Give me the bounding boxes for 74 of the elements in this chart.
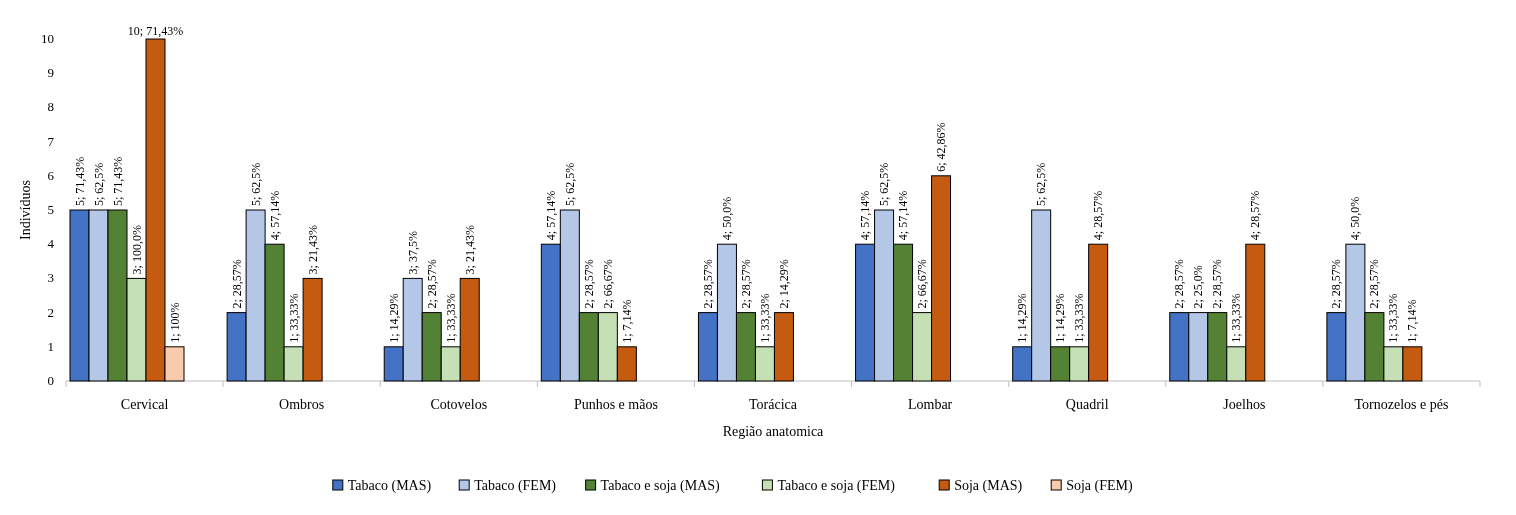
x-tick-label: Punhos e mãos [573, 397, 658, 412]
data-label: 1; 33,33% [286, 293, 301, 343]
data-label: 10; 71,43% [127, 24, 184, 38]
data-label: 4; 57,14% [896, 190, 911, 241]
data-label: 1; 14,29% [1053, 293, 1068, 343]
data-label: 3; 37,5% [405, 231, 420, 275]
data-label: 2; 28,57% [424, 259, 439, 309]
data-label: 4; 57,14% [858, 190, 873, 241]
data-label: 1; 33,33% [1386, 293, 1401, 343]
data-label: 1; 33,33% [443, 293, 458, 343]
legend-label: Tabaco (FEM) [474, 478, 557, 494]
data-label: 4; 57,14% [543, 190, 558, 241]
y-axis-title: Indivíduos [18, 180, 33, 240]
data-label: 1; 100% [167, 302, 182, 343]
data-label: 3; 21,43% [305, 225, 320, 275]
data-label: 1; 33,33% [1072, 293, 1087, 343]
data-label: 5; 62,5% [562, 162, 577, 206]
data-label: 2; 66,67% [600, 259, 615, 309]
data-label: 3; 100,0% [129, 225, 144, 275]
x-tick-label: Cotovelos [430, 397, 488, 412]
data-label: 2; 28,57% [1210, 259, 1225, 309]
data-label: 1; 33,33% [757, 293, 772, 343]
data-label: 4; 28,57% [1248, 190, 1263, 241]
y-tick-label: 7 [47, 133, 55, 149]
data-label: 4; 57,14% [267, 190, 282, 241]
x-axis-title: Região anatomica [722, 424, 825, 439]
data-label: 3; 21,43% [462, 225, 477, 275]
data-label: 1; 14,29% [1015, 293, 1030, 343]
data-label: 2; 28,57% [1329, 259, 1344, 309]
x-tick-label: Lombar [907, 397, 953, 412]
x-tick-label: Quadril [1065, 397, 1109, 412]
data-label: 1; 7,14% [1405, 299, 1420, 343]
y-tick-label: 2 [47, 304, 54, 320]
legend-label: Tabaco (MAS) [347, 478, 432, 494]
y-tick-label: 6 [47, 167, 55, 183]
data-label: 2; 14,29% [776, 259, 791, 309]
data-label: 5; 62,5% [91, 162, 106, 206]
legend-label: Soja (FEM) [1066, 478, 1134, 494]
x-tick-label: Tornozelos e pés [1354, 397, 1449, 412]
data-label: 1; 33,33% [1229, 293, 1244, 343]
data-label: 4; 50,0% [1348, 196, 1363, 241]
legend-label: Tabaco e soja (FEM) [777, 478, 896, 494]
data-label: 4; 28,57% [1091, 190, 1106, 241]
data-label: 2; 28,57% [1367, 259, 1382, 309]
y-tick-label: 5 [47, 202, 54, 217]
x-tick-label: Cervical [120, 397, 169, 412]
x-tick-label: Torácica [749, 397, 798, 412]
data-label: 5; 62,5% [248, 162, 263, 206]
data-label: 2; 25,0% [1191, 265, 1206, 309]
y-tick-label: 10 [41, 31, 54, 46]
y-tick-label: 3 [47, 270, 54, 286]
y-tick-label: 9 [47, 65, 54, 81]
data-label: 1; 14,29% [386, 293, 401, 343]
data-label: 4; 50,0% [719, 196, 734, 241]
data-label: 2; 28,57% [229, 259, 244, 309]
data-label: 6; 42,86% [934, 122, 949, 172]
y-tick-label: 1 [47, 338, 54, 354]
x-tick-label: Ombros [279, 397, 325, 412]
data-label: 2; 28,57% [738, 259, 753, 309]
data-label: 2; 28,57% [581, 259, 596, 309]
data-label: 2; 66,67% [915, 259, 930, 309]
legend-label: Tabaco e soja (MAS) [600, 478, 721, 494]
y-tick-label: 0 [47, 373, 54, 388]
data-label: 5; 71,43% [110, 156, 125, 206]
data-label: 1; 7,14% [619, 299, 634, 343]
legend-label: Soja (MAS) [954, 478, 1023, 494]
data-label: 5; 62,5% [1034, 162, 1049, 206]
data-label: 5; 71,43% [72, 156, 87, 206]
data-label: 2; 28,57% [700, 259, 715, 309]
data-label: 2; 28,57% [1172, 259, 1187, 309]
y-tick-label: 4 [47, 236, 55, 252]
x-tick-label: Joelhos [1223, 397, 1266, 412]
y-tick-label: 8 [47, 99, 54, 115]
data-label: 5; 62,5% [877, 162, 892, 206]
